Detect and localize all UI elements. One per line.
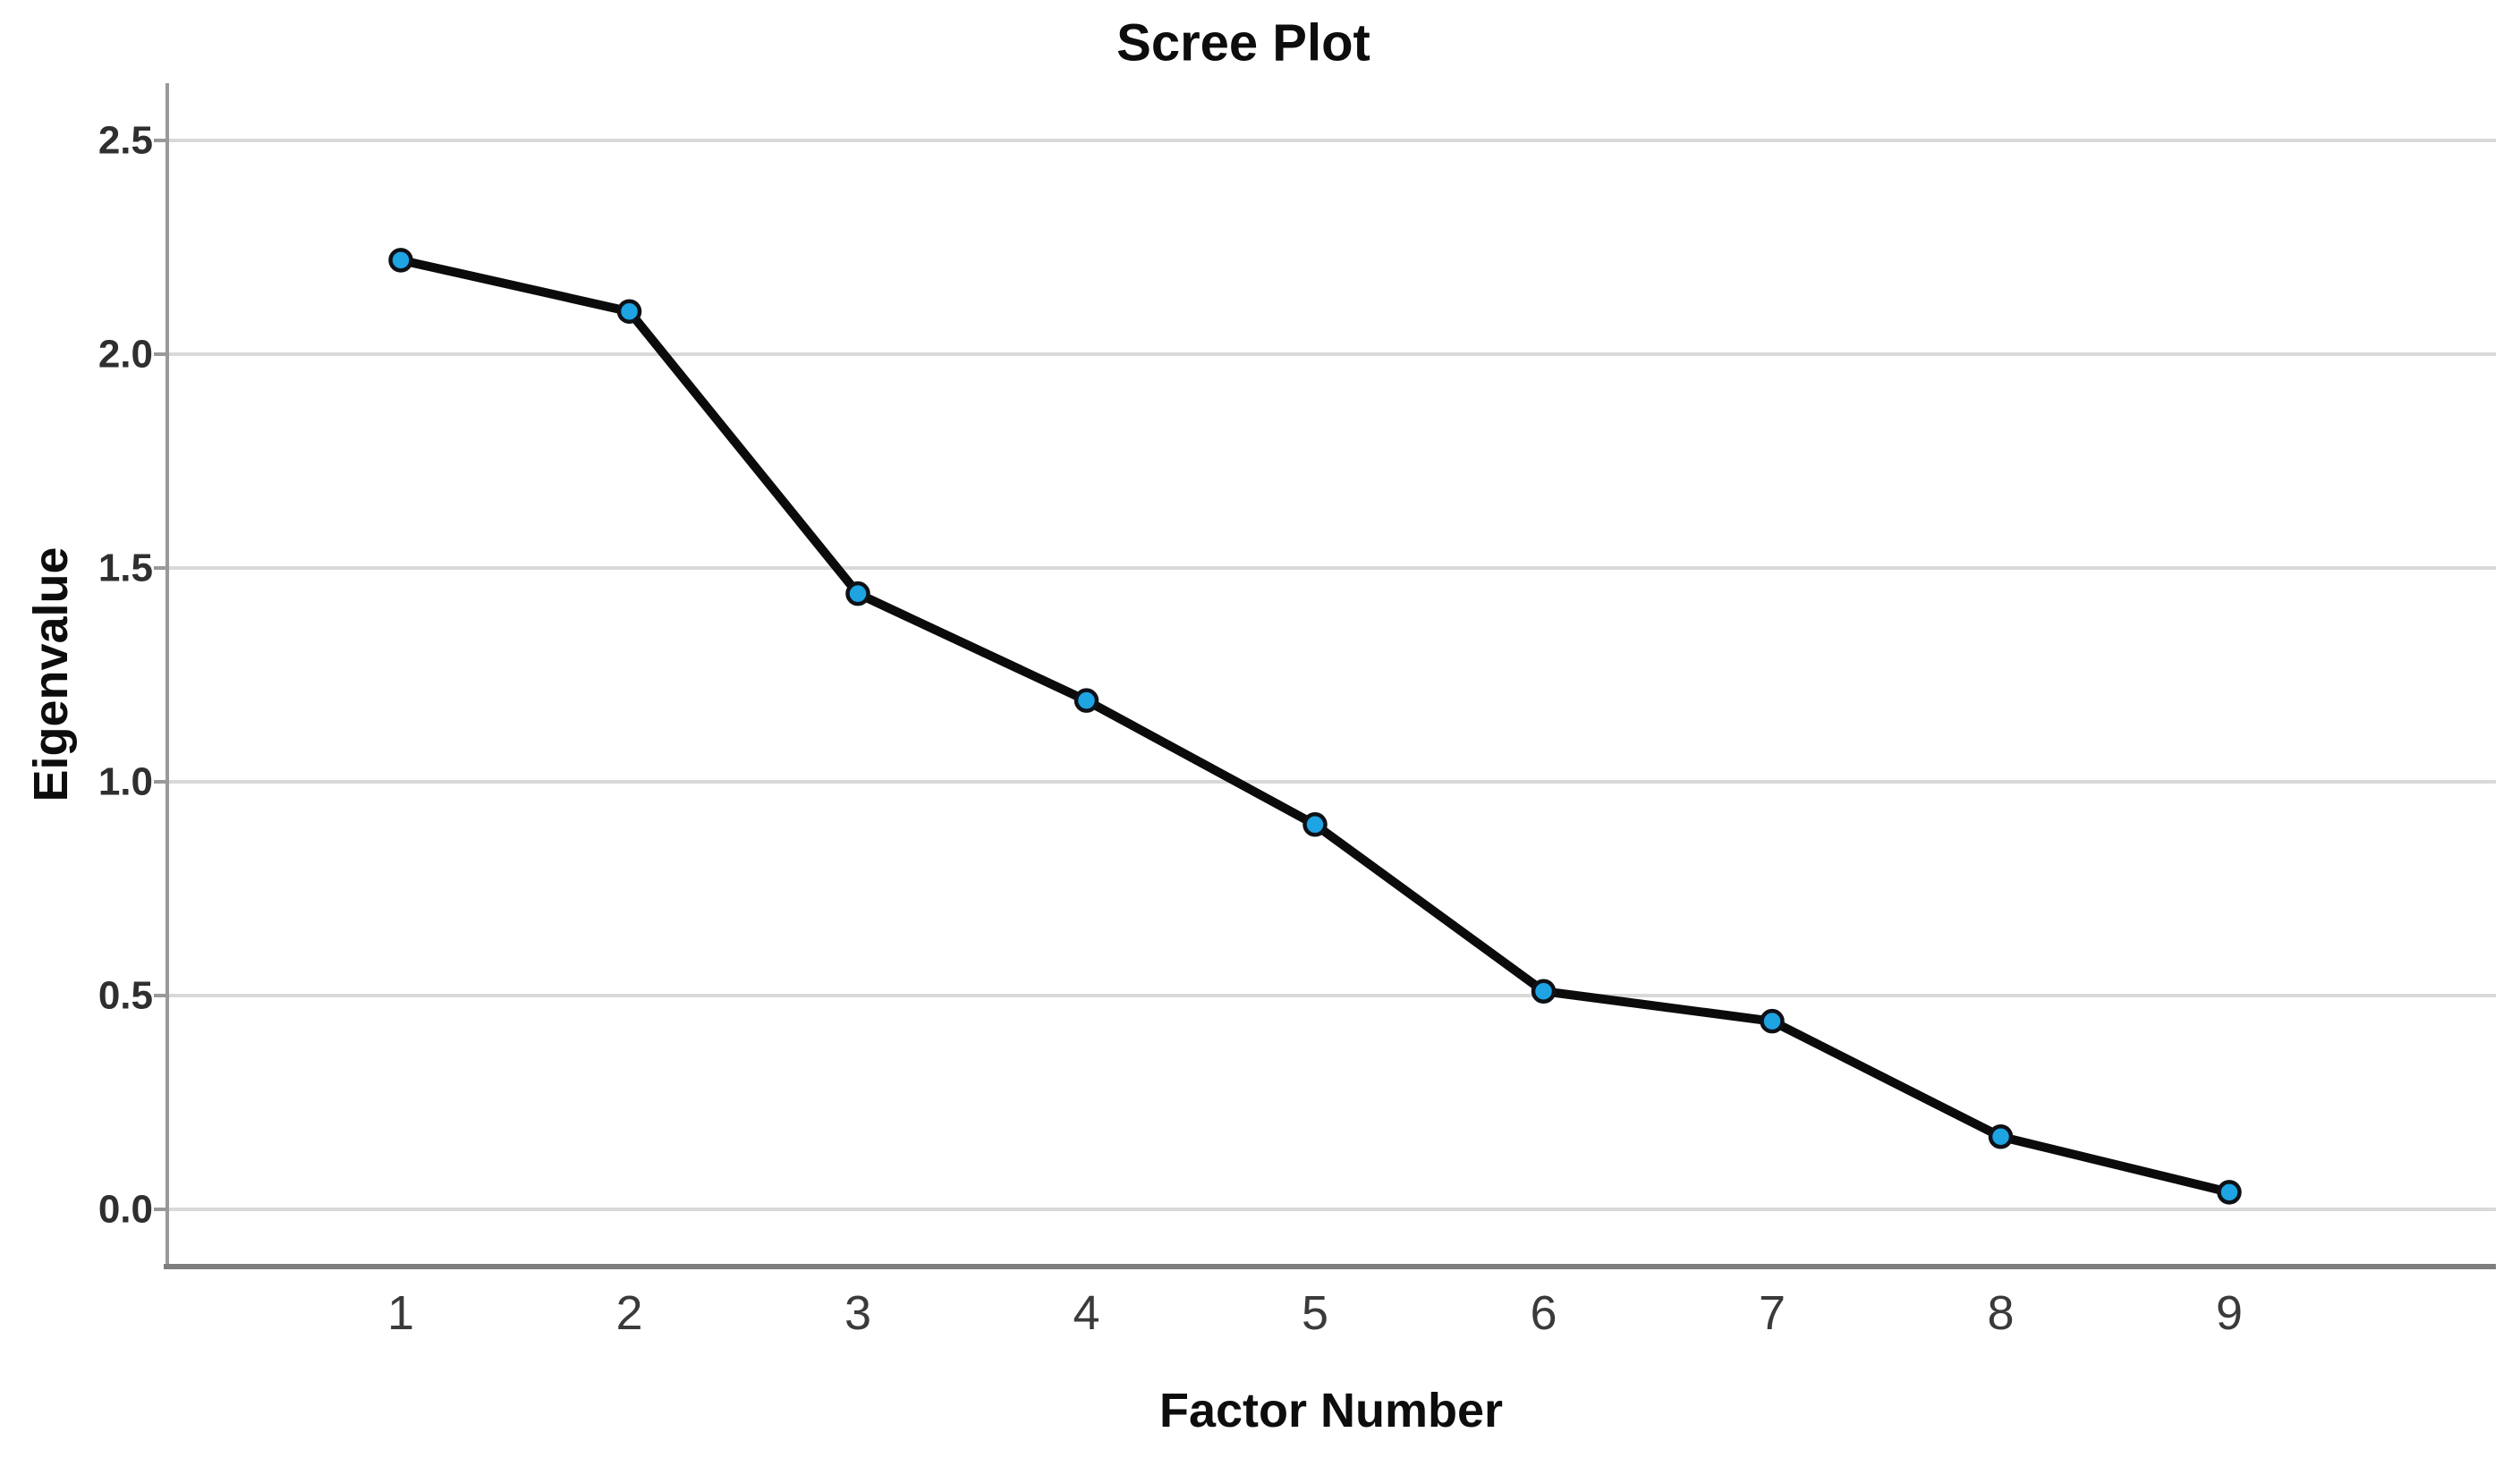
x-tick-label: 8 [1987, 1286, 2014, 1340]
x-tick-label: 4 [1073, 1286, 1099, 1340]
data-point-marker [616, 299, 642, 324]
data-point-marker [845, 581, 870, 606]
data-point-marker [2217, 1180, 2242, 1205]
x-tick-label: 5 [1302, 1286, 1328, 1340]
x-tick-label: 2 [615, 1286, 642, 1340]
x-tick-label: 9 [2216, 1286, 2243, 1340]
eigenvalue-line [396, 255, 2234, 1197]
chart-title: Scree Plot [1116, 13, 1370, 72]
data-point-marker [1988, 1123, 2014, 1149]
y-tick-label: 0.5 [98, 974, 153, 1018]
y-tick-label: 1.5 [98, 547, 153, 590]
x-tick-label: 6 [1530, 1286, 1557, 1340]
x-tick-label: 7 [1759, 1286, 1786, 1340]
y-tick-label: 1.0 [98, 760, 153, 804]
y-tick-label: 2.0 [98, 333, 153, 377]
data-point-marker [1531, 979, 1557, 1004]
y-tick-label: 2.5 [98, 119, 153, 163]
x-axis-title: Factor Number [1158, 1384, 1504, 1437]
data-point-marker [1760, 1008, 1785, 1034]
y-axis-title: Eigenvalue [24, 547, 78, 802]
data-point-marker [388, 248, 413, 273]
x-tick-label: 1 [387, 1286, 414, 1340]
x-tick-label: 3 [844, 1286, 871, 1340]
y-tick-label: 0.0 [98, 1188, 153, 1232]
data-point-marker [1302, 812, 1328, 837]
data-point-marker [1073, 688, 1099, 713]
